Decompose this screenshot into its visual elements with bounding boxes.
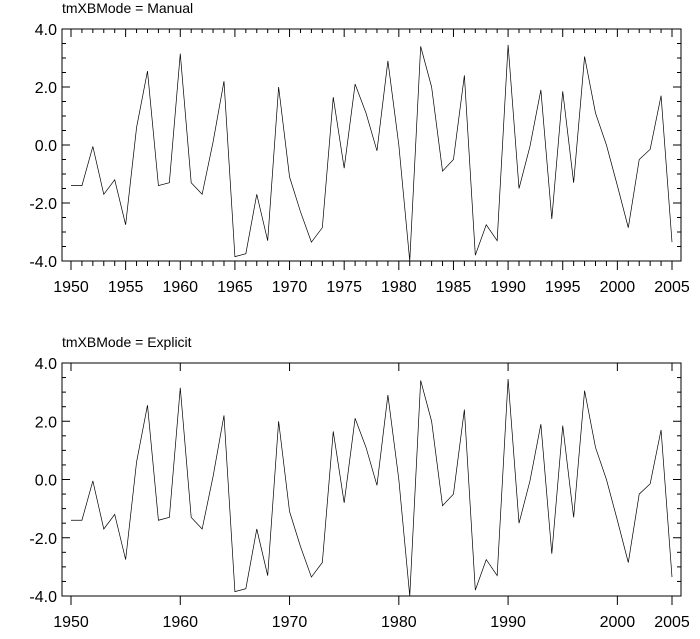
x-tick-label: 1960 <box>162 614 198 631</box>
x-tick-label: 1950 <box>53 614 89 631</box>
y-tick-label: -2.0 <box>29 531 57 548</box>
x-tick-label: 2000 <box>600 614 636 631</box>
series-line <box>71 44 673 262</box>
x-tick-label: 1995 <box>545 279 581 296</box>
chart-panel-manual: tmXBMode = Manual 4.0 2.0 0.0 -2.0 -4.0 1950 1… <box>29 0 689 296</box>
x-tick-label: 1985 <box>436 279 472 296</box>
y-tick-label: 4.0 <box>35 22 57 39</box>
x-tick-label: 2005 <box>654 614 690 631</box>
x-tick-label: 1970 <box>272 279 308 296</box>
x-tick-label: 1980 <box>381 614 417 631</box>
y-tick-label: 2.0 <box>35 414 57 431</box>
chart-panel-explicit: tmXBMode = Explicit 4.0 2.0 0.0 -2.0 -4.0 195… <box>29 334 689 631</box>
x-tick-label: 1970 <box>272 614 308 631</box>
x-tick-label: 1955 <box>108 279 144 296</box>
y-tick-label: 2.0 <box>35 80 57 97</box>
x-tick-label: 1990 <box>490 279 526 296</box>
y-tick-label: 0.0 <box>35 473 57 490</box>
x-tick-label: 1990 <box>490 614 526 631</box>
series-line <box>71 378 673 597</box>
chart-title: tmXBMode = Explicit <box>62 334 192 350</box>
x-tick-label: 2000 <box>600 279 636 296</box>
y-tick-label: -4.0 <box>29 589 57 606</box>
x-tick-label: 1975 <box>326 279 362 296</box>
y-tick-label: -2.0 <box>29 196 57 213</box>
x-tick-label: 2005 <box>654 279 690 296</box>
y-tick-label: 0.0 <box>35 138 57 155</box>
x-tick-label: 1965 <box>217 279 253 296</box>
x-tick-label: 1980 <box>381 279 417 296</box>
x-tick-label: 1950 <box>53 279 89 296</box>
x-tick-label: 1960 <box>162 279 198 296</box>
chart-title: tmXBMode = Manual <box>62 0 193 16</box>
y-tick-label: -4.0 <box>29 254 57 271</box>
y-tick-label: 4.0 <box>35 356 57 373</box>
